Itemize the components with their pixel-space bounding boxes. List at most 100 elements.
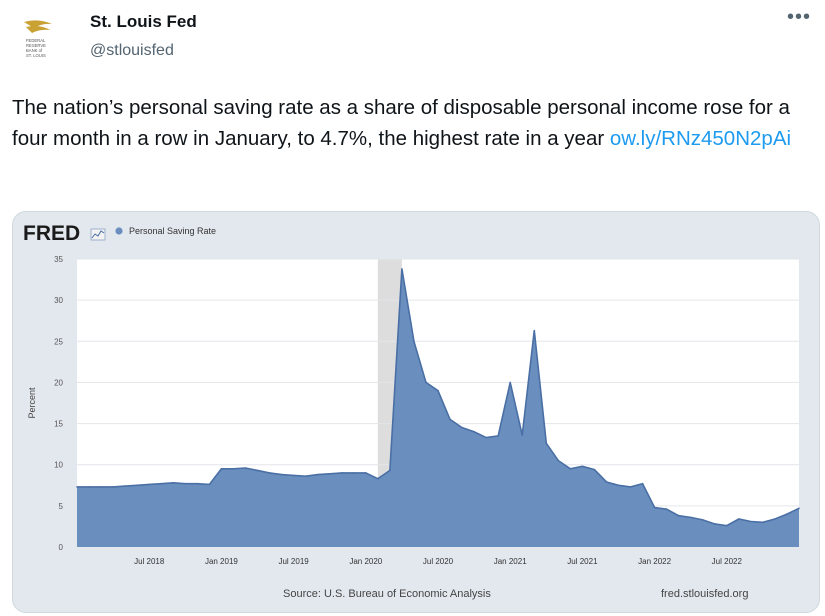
y-tick-label: 5 — [59, 502, 64, 511]
fred-brand: FRED — [23, 222, 80, 245]
data-point — [136, 484, 138, 487]
data-point — [365, 472, 367, 474]
data-point — [545, 442, 548, 445]
data-point — [653, 506, 656, 509]
y-tick-label: 0 — [59, 543, 64, 552]
logo-text: FEDERAL — [26, 38, 46, 43]
tweet-text: The nation’s personal saving rate as a s… — [12, 92, 802, 154]
data-point — [316, 473, 319, 476]
data-point — [401, 268, 403, 270]
data-point — [377, 477, 379, 480]
data-point — [738, 518, 740, 520]
chart-card[interactable]: 0 5 10 15 20 25 30 35 Jul 2018 Jan 2019 Jul 2019 Ja… — [12, 211, 820, 613]
y-tick-label: 10 — [54, 461, 63, 470]
area-series — [77, 268, 799, 547]
data-point — [701, 519, 704, 521]
x-tick-label: Jul 2020 — [423, 557, 454, 566]
data-point — [220, 468, 223, 470]
data-point — [726, 524, 728, 527]
data-point — [256, 469, 259, 472]
source-text: Source: U.S. Bureau of Economic Analysis — [283, 588, 491, 600]
legend-label: Personal Saving Rate — [129, 226, 216, 236]
data-point — [100, 486, 102, 488]
data-point — [521, 434, 524, 436]
more-dots-icon[interactable]: ••• — [786, 6, 811, 28]
data-point — [713, 523, 716, 525]
logo-text: RESERVE — [26, 43, 46, 48]
data-point — [569, 468, 572, 470]
author-name[interactable]: St. Louis Fed — [90, 12, 197, 31]
data-point — [497, 435, 499, 437]
data-point — [449, 418, 451, 421]
fred-site-link: fred.stlouisfed.org — [661, 588, 748, 600]
data-point — [172, 482, 175, 484]
legend-marker — [115, 227, 123, 235]
data-point — [593, 468, 596, 471]
data-point — [413, 340, 415, 343]
x-tick-label: Jul 2018 — [134, 557, 165, 566]
fred-mini-chart-icon — [90, 228, 106, 241]
data-point — [665, 508, 668, 510]
data-point — [617, 484, 620, 487]
data-point — [605, 481, 608, 483]
tweet-link[interactable]: ow.ly/RNz450N2pAi — [609, 127, 792, 150]
data-point — [641, 482, 644, 485]
x-tick-label: Jul 2021 — [567, 557, 598, 566]
y-axis-label: Percent — [27, 387, 37, 419]
logo-text: BANK of — [26, 48, 43, 53]
x-tick-label: Jul 2019 — [278, 557, 309, 566]
author-handle[interactable]: @stlouisfed — [90, 42, 174, 59]
y-tick-label: 15 — [54, 420, 63, 429]
y-tick-label: 25 — [54, 337, 63, 346]
data-point — [268, 472, 271, 474]
data-point — [232, 468, 235, 470]
x-tick-label: Jan 2020 — [349, 557, 382, 566]
data-point — [112, 486, 114, 488]
data-point — [148, 483, 150, 486]
data-point — [280, 473, 283, 476]
data-point — [689, 516, 692, 519]
y-tick-label: 35 — [54, 255, 63, 264]
logo-text: ST. LOUIS — [26, 53, 46, 58]
data-point — [76, 486, 78, 488]
data-point — [352, 472, 355, 474]
data-point — [437, 389, 439, 392]
data-point — [629, 486, 632, 488]
data-point — [304, 475, 307, 478]
data-point — [798, 507, 800, 510]
data-point — [581, 465, 584, 468]
data-point — [557, 459, 560, 462]
data-point — [340, 472, 343, 474]
data-point — [461, 426, 463, 429]
data-point — [774, 518, 776, 520]
logo-wing — [26, 26, 50, 33]
data-point — [533, 329, 536, 332]
data-point — [473, 431, 475, 433]
data-point — [509, 381, 512, 384]
data-point — [244, 467, 247, 469]
fred-chart: 0 5 10 15 20 25 30 35 Jul 2018 Jan 2019 Jul 2019 Ja… — [23, 222, 800, 600]
y-tick-label: 30 — [54, 296, 63, 305]
data-point — [208, 483, 211, 486]
fred-mini-chart-line — [91, 230, 105, 239]
data-point — [786, 513, 788, 515]
data-point — [88, 486, 90, 488]
data-point — [485, 436, 487, 439]
logo-wing — [24, 20, 52, 28]
st-louis-fed-logo[interactable]: FEDERAL RESERVE BANK of ST. LOUIS — [18, 14, 66, 62]
data-point — [677, 514, 680, 517]
data-point — [196, 482, 199, 485]
data-point — [184, 482, 187, 485]
data-point — [124, 485, 126, 487]
x-tick-label: Jan 2021 — [494, 557, 527, 566]
data-point — [425, 381, 427, 384]
data-point — [328, 472, 331, 475]
tweet-body: The nation’s personal saving rate as a s… — [12, 96, 790, 150]
data-point — [160, 482, 163, 485]
data-point — [750, 520, 752, 523]
y-tick-label: 20 — [54, 378, 63, 387]
data-point — [292, 474, 295, 477]
data-point — [389, 469, 391, 472]
data-point — [762, 521, 764, 524]
x-tick-label: Jan 2019 — [205, 557, 238, 566]
